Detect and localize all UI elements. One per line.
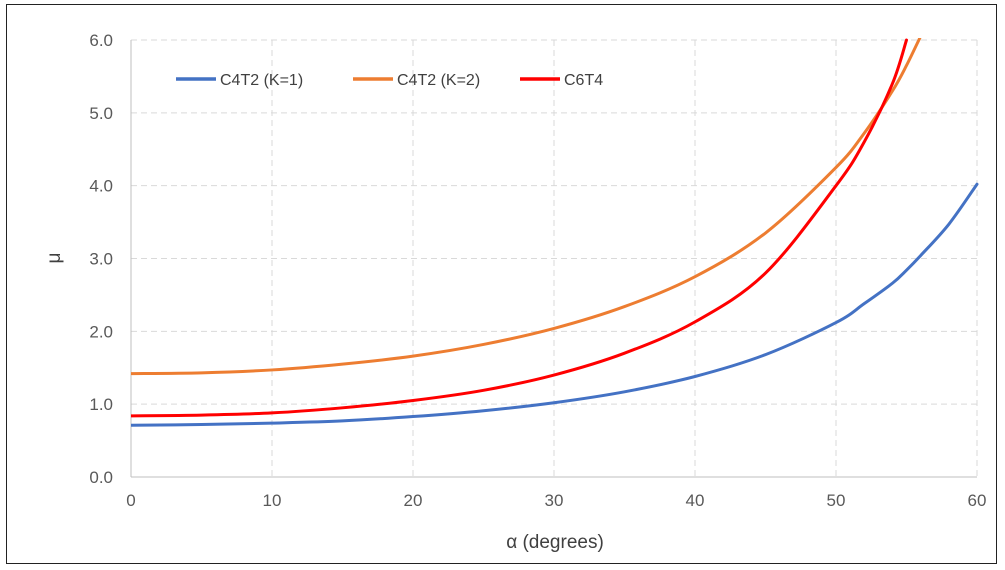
- y-tick-label: 1.0: [89, 395, 113, 414]
- series-lines: [131, 38, 979, 427]
- chart-frame: [6, 4, 997, 564]
- x-tick-label: 20: [404, 491, 423, 510]
- x-tick-label: 10: [263, 491, 282, 510]
- legend: C4T2 (K=1) C4T2 (K=2) C6T4: [176, 72, 603, 89]
- x-tick-label: 0: [126, 491, 135, 510]
- y-tick-label: 0.0: [89, 468, 113, 487]
- y-axis-label: μ: [44, 253, 65, 264]
- legend-label-c4t2-k-1: C4T2 (K=1): [220, 72, 303, 89]
- y-tick-label: 4.0: [89, 177, 113, 196]
- legend-label-c6t4: C6T4: [564, 72, 603, 89]
- grid-lines: [131, 39, 978, 477]
- y-tick-label: 6.0: [89, 31, 113, 50]
- x-tick-label: 40: [686, 491, 705, 510]
- x-tick-label: 60: [968, 491, 987, 510]
- y-tick-label: 3.0: [89, 250, 113, 269]
- series-line-c4t2-k-1: [131, 182, 979, 427]
- x-axis-label: α (degrees): [506, 532, 604, 553]
- axes: 0.0 1.0 2.0 3.0 4.0 5.0 6.0 0 10 20 30 40 50 60: [89, 31, 986, 510]
- legend-label-c4t2-k-2: C4T2 (K=2): [397, 72, 480, 89]
- y-tick-label: 5.0: [89, 104, 113, 123]
- y-tick-label: 2.0: [89, 322, 113, 341]
- series-line-c6t4: [131, 38, 908, 418]
- x-tick-label: 30: [545, 491, 564, 510]
- x-tick-label: 50: [827, 491, 846, 510]
